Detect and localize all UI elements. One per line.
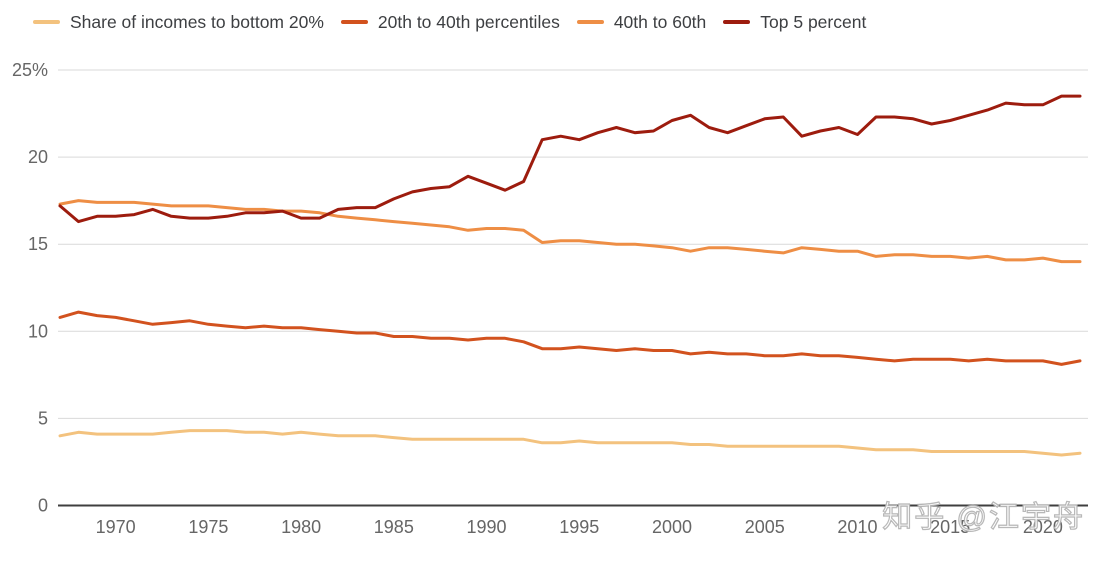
legend-item-40th-60th: 40th to 60th xyxy=(576,10,707,34)
legend-swatch-40th-60th xyxy=(576,20,604,24)
legend-swatch-bottom-20 xyxy=(33,20,60,24)
watermark: 知乎 @江宇舟 xyxy=(882,500,1085,534)
series-line-0 xyxy=(58,429,1082,457)
legend-label-20th-40th: 20th to 40th percentiles xyxy=(377,12,560,32)
legend-item-bottom-20: Share of incomes to bottom 20% xyxy=(33,10,324,34)
y-tick-label: 25% xyxy=(12,60,48,80)
x-tick-label: 2010 xyxy=(837,517,877,537)
y-tick-label: 0 xyxy=(38,496,48,516)
x-tick-label: 2005 xyxy=(745,517,785,537)
y-tick-label: 5 xyxy=(38,408,48,428)
series-line-3 xyxy=(58,94,1082,224)
legend-swatch-20th-40th xyxy=(340,20,368,24)
x-tick-label: 1985 xyxy=(374,517,414,537)
legend-item-20th-40th: 20th to 40th percentiles xyxy=(340,10,560,34)
y-tick-label: 15 xyxy=(28,234,48,254)
x-tick-label: 1995 xyxy=(559,517,599,537)
x-tick-label: 2020 xyxy=(1023,517,1063,537)
legend-label-bottom-20: Share of incomes to bottom 20% xyxy=(70,12,324,32)
x-tick-label: 1990 xyxy=(467,517,507,537)
legend-label-top-5: Top 5 percent xyxy=(760,12,867,32)
legend-item-top-5: Top 5 percent xyxy=(723,10,866,34)
x-tick-label: 2000 xyxy=(652,517,692,537)
x-tick-label: 1970 xyxy=(96,517,136,537)
series-line-2 xyxy=(58,199,1082,264)
y-tick-label: 20 xyxy=(28,147,48,167)
legend-label-40th-60th: 40th to 60th xyxy=(613,12,707,32)
x-tick-label: 1980 xyxy=(281,517,321,537)
y-tick-label: 10 xyxy=(28,321,48,341)
legend-swatch-top-5 xyxy=(723,20,751,24)
x-tick-label: 2015 xyxy=(930,517,970,537)
series-line-1 xyxy=(58,310,1082,366)
x-tick-label: 1975 xyxy=(188,517,228,537)
chart-legend: Share of incomes to bottom 20% 20th to 4… xyxy=(33,10,883,34)
